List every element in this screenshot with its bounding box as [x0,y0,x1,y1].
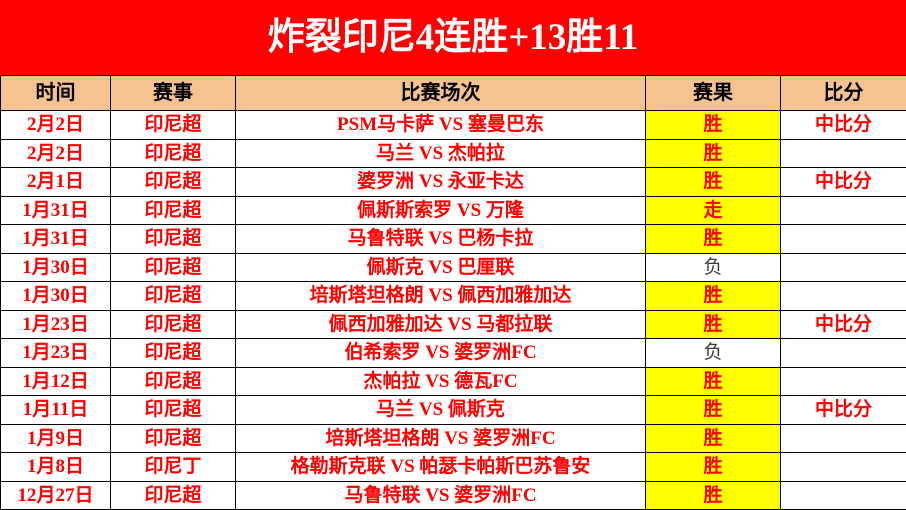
cell-match: 婆罗洲 VS 永亚卡达 [236,168,646,197]
cell-result: 负 [646,253,781,282]
cell-league: 印尼超 [111,111,236,140]
cell-match: PSM马卡萨 VS 塞曼巴东 [236,111,646,140]
table-header: 时间 赛事 比赛场次 赛果 比分 [1,76,906,111]
column-header-time: 时间 [1,76,111,111]
cell-time: 1月23日 [1,339,111,368]
cell-match: 马兰 VS 杰帕拉 [236,139,646,168]
table-row: 1月11日印尼超马兰 VS 佩斯克胜中比分 [1,396,906,425]
table-row: 1月8日印尼丁格勒斯克联 VS 帕瑟卡帕斯巴苏鲁安胜 [1,453,906,482]
cell-match: 马鲁特联 VS 婆罗洲FC [236,481,646,510]
cell-time: 1月31日 [1,196,111,225]
table-row: 1月30日印尼超佩斯克 VS 巴厘联负 [1,253,906,282]
cell-league: 印尼超 [111,339,236,368]
cell-result: 胜 [646,225,781,254]
cell-score [781,424,906,453]
cell-result: 胜 [646,481,781,510]
cell-time: 1月12日 [1,367,111,396]
cell-result: 走 [646,196,781,225]
cell-league: 印尼超 [111,196,236,225]
cell-result: 胜 [646,111,781,140]
title-banner: 炸裂印尼4连胜+13胜11 [0,0,906,75]
cell-score: 中比分 [781,310,906,339]
cell-league: 印尼超 [111,225,236,254]
column-header-league: 赛事 [111,76,236,111]
cell-score: 中比分 [781,111,906,140]
cell-league: 印尼超 [111,310,236,339]
column-header-score: 比分 [781,76,906,111]
cell-match: 佩斯斯索罗 VS 万隆 [236,196,646,225]
cell-match: 伯希索罗 VS 婆罗洲FC [236,339,646,368]
cell-league: 印尼丁 [111,453,236,482]
cell-league: 印尼超 [111,282,236,311]
cell-result: 负 [646,339,781,368]
cell-match: 佩西加雅加达 VS 马都拉联 [236,310,646,339]
cell-result: 胜 [646,139,781,168]
cell-result: 胜 [646,453,781,482]
cell-match: 佩斯克 VS 巴厘联 [236,253,646,282]
cell-score: 中比分 [781,168,906,197]
cell-time: 2月1日 [1,168,111,197]
cell-match: 马鲁特联 VS 巴杨卡拉 [236,225,646,254]
column-header-result: 赛果 [646,76,781,111]
cell-result: 胜 [646,367,781,396]
cell-score: 中比分 [781,396,906,425]
cell-league: 印尼超 [111,424,236,453]
cell-time: 1月9日 [1,424,111,453]
page-title: 炸裂印尼4连胜+13胜11 [268,19,639,56]
cell-league: 印尼超 [111,396,236,425]
cell-result: 胜 [646,424,781,453]
table-row: 2月1日印尼超婆罗洲 VS 永亚卡达胜中比分 [1,168,906,197]
cell-score [781,367,906,396]
cell-time: 2月2日 [1,139,111,168]
cell-result: 胜 [646,168,781,197]
cell-score [781,253,906,282]
cell-score [781,453,906,482]
cell-result: 胜 [646,282,781,311]
cell-score [781,196,906,225]
cell-time: 12月27日 [1,481,111,510]
cell-time: 1月23日 [1,310,111,339]
table-row: 1月30日印尼超培斯塔坦格朗 VS 佩西加雅加达胜 [1,282,906,311]
cell-result: 胜 [646,396,781,425]
cell-time: 2月2日 [1,111,111,140]
cell-time: 1月11日 [1,396,111,425]
table-row: 1月31日印尼超马鲁特联 VS 巴杨卡拉胜 [1,225,906,254]
table-row: 1月23日印尼超佩西加雅加达 VS 马都拉联胜中比分 [1,310,906,339]
cell-score [781,481,906,510]
cell-match: 培斯塔坦格朗 VS 佩西加雅加达 [236,282,646,311]
cell-match: 格勒斯克联 VS 帕瑟卡帕斯巴苏鲁安 [236,453,646,482]
table-row: 2月2日印尼超马兰 VS 杰帕拉胜 [1,139,906,168]
cell-score [781,282,906,311]
cell-time: 1月30日 [1,282,111,311]
cell-score [781,339,906,368]
cell-match: 培斯塔坦格朗 VS 婆罗洲FC [236,424,646,453]
cell-time: 1月8日 [1,453,111,482]
cell-league: 印尼超 [111,253,236,282]
column-header-match: 比赛场次 [236,76,646,111]
cell-result: 胜 [646,310,781,339]
cell-time: 1月31日 [1,225,111,254]
table-header-row: 时间 赛事 比赛场次 赛果 比分 [1,76,906,111]
cell-league: 印尼超 [111,139,236,168]
table-row: 1月31日印尼超佩斯斯索罗 VS 万隆走 [1,196,906,225]
cell-league: 印尼超 [111,168,236,197]
cell-score [781,139,906,168]
cell-match: 杰帕拉 VS 德瓦FC [236,367,646,396]
cell-match: 马兰 VS 佩斯克 [236,396,646,425]
cell-league: 印尼超 [111,367,236,396]
cell-score [781,225,906,254]
cell-league: 印尼超 [111,481,236,510]
cell-time: 1月30日 [1,253,111,282]
